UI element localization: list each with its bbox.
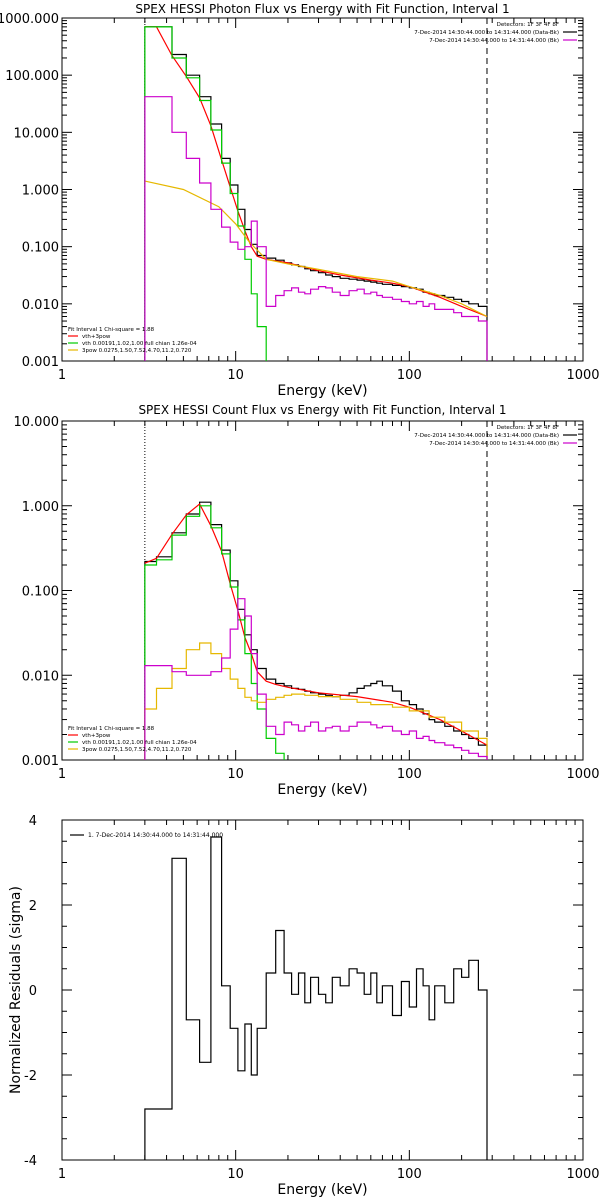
legend-label: Fit Interval 1 Chi-square = 1.88 — [68, 726, 155, 732]
legend-label: 7-Dec-2014 14:30:44.000 to 14:31:44.000 … — [414, 433, 559, 439]
y-axis-label: Normalized Residuals (sigma) — [8, 886, 24, 1094]
plot-frame — [61, 17, 584, 362]
legend-label: Detectors: 1F 3F 4F 8F — [497, 22, 559, 28]
data-series-2 — [144, 26, 488, 318]
legend-label: 3pow 0.0275,1.50,7.52,4.70,11.2,0.720 — [82, 348, 192, 354]
y-tick-label: 0.100 — [22, 241, 59, 256]
data-series-3 — [144, 26, 267, 361]
x-tick-label: 1000 — [566, 767, 599, 782]
x-axis-ticks — [61, 820, 576, 1160]
x-tick-label: 1 — [58, 767, 66, 782]
chart-panel-2: SPEX HESSI Count Flux vs Energy with Fit… — [14, 403, 600, 798]
y-tick-label: 0 — [29, 984, 37, 999]
y-tick-label: 0.100 — [22, 585, 59, 600]
data-series-4 — [144, 642, 488, 760]
legend-label: 7-Dec-2014 14:30:44.000 to 14:31:44.000 … — [429, 38, 559, 44]
legend-label: 7-Dec-2014 14:30:44.000 to 14:31:44.000 … — [429, 441, 559, 447]
chart-title: SPEX HESSI Count Flux vs Energy with Fit… — [138, 403, 506, 417]
legend-label: vth+3pow — [82, 334, 111, 340]
data-series-5 — [144, 96, 488, 361]
x-axis-label: Energy (keV) — [277, 383, 367, 399]
x-axis-ticks — [61, 421, 576, 760]
series-group — [144, 26, 488, 361]
plot-frame — [61, 420, 584, 761]
y-axis-ticks — [62, 424, 583, 761]
series-group — [144, 501, 488, 760]
legend-label: vth 0.00191,1.02,1.00 full chian 1.26e-0… — [82, 740, 197, 746]
y-tick-label: 100.000 — [5, 69, 59, 84]
chart-panel-3: 1 10 100 1000 4 2 0 -2 -4 Energy (keV) Normalized … — [8, 814, 600, 1198]
y-tick-label: -2 — [24, 1069, 37, 1084]
data-series-1 — [144, 836, 488, 1160]
legend-label: Detectors: 1F 3F 4F 8F — [497, 425, 559, 431]
y-tick-label: 2 — [29, 899, 37, 914]
legend-label: Fit Interval 1 Chi-square = 1.88 — [68, 327, 155, 333]
x-axis-label: Energy (keV) — [277, 782, 367, 798]
y-axis-ticks — [62, 819, 583, 1161]
x-tick-label: 1000 — [566, 1167, 599, 1182]
x-tick-label: 10 — [227, 1167, 244, 1182]
legend-label: vth+3pow — [82, 733, 111, 739]
y-tick-label: 0.010 — [22, 298, 59, 313]
x-tick-label: 1000 — [566, 368, 599, 383]
x-tick-label: 10 — [227, 368, 244, 383]
y-tick-label: 0.001 — [22, 355, 59, 370]
y-tick-label: 4 — [29, 814, 37, 829]
y-tick-label: 10.000 — [14, 415, 60, 430]
x-tick-label: 100 — [397, 767, 422, 782]
chart-title: SPEX HESSI Photon Flux vs Energy with Fi… — [135, 2, 509, 16]
y-tick-label: 1.000 — [22, 184, 59, 199]
legend-label: vth 0.00191,1.02,1.00 full chian 1.26e-0… — [82, 341, 197, 347]
data-series-2 — [144, 503, 488, 746]
y-axis-ticks — [62, 20, 583, 362]
x-tick-label: 1 — [58, 1167, 66, 1182]
data-series-1 — [144, 501, 488, 760]
legend-label: 1. 7-Dec-2014 14:30:44.000 to 14:31:44.0… — [88, 832, 223, 839]
x-tick-label: 100 — [397, 1167, 422, 1182]
x-tick-label: 10 — [227, 767, 244, 782]
y-tick-label: 0.010 — [22, 669, 59, 684]
plot-frame — [61, 819, 584, 1161]
x-axis-label: Energy (keV) — [277, 1182, 367, 1198]
x-tick-label: 1 — [58, 368, 66, 383]
chart-panel-1: SPEX HESSI Photon Flux vs Energy with Fi… — [0, 2, 600, 399]
y-tick-label: 0.001 — [22, 754, 59, 769]
y-tick-label: 10.000 — [14, 126, 60, 141]
x-tick-label: 100 — [397, 368, 422, 383]
legend-label: 7-Dec-2014 14:30:44.000 to 14:31:44.000 … — [414, 30, 559, 36]
y-tick-label: 1000.000 — [0, 12, 59, 27]
series-group — [144, 836, 488, 1160]
x-axis-ticks — [61, 18, 576, 361]
data-series-5 — [144, 598, 488, 760]
y-tick-label: -4 — [24, 1154, 37, 1169]
legend-label: 3pow 0.0275,1.50,7.52,4.70,11.2,0.720 — [82, 747, 192, 753]
y-tick-label: 1.000 — [22, 500, 59, 515]
